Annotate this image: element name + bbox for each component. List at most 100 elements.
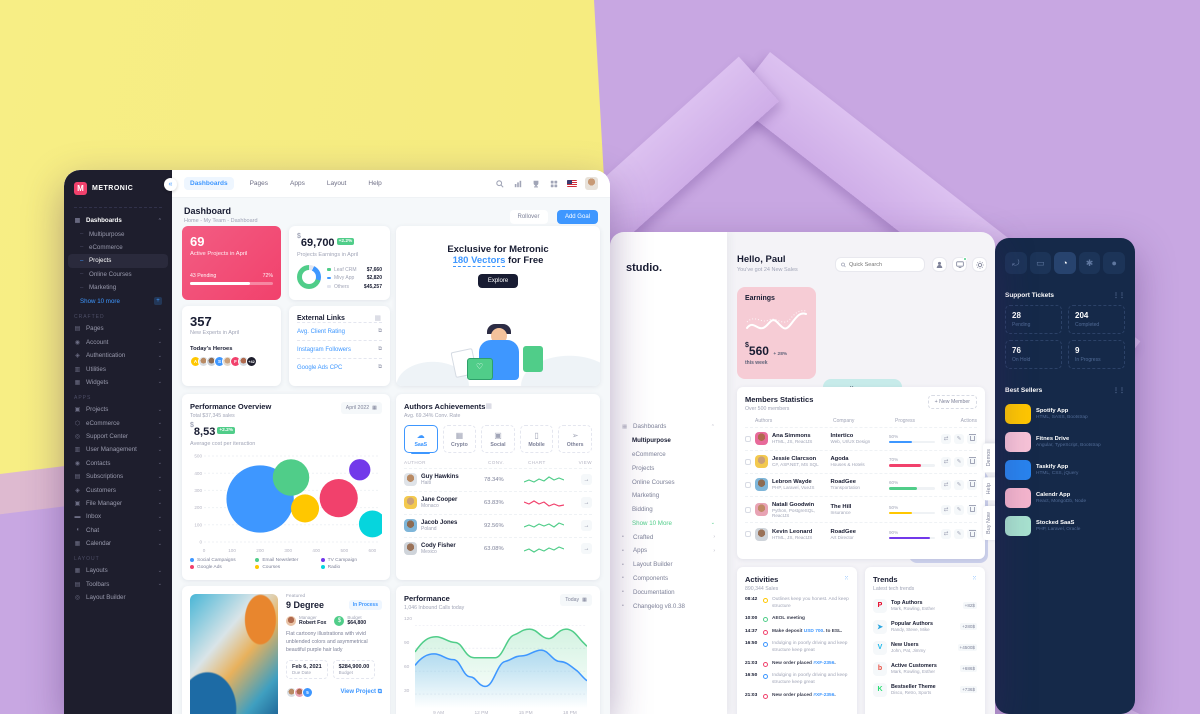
switch-icon[interactable]: ⇄ xyxy=(941,529,952,540)
tab-demos[interactable]: Demos xyxy=(983,443,995,473)
table-row[interactable]: Jacob Jones Poland 92.56% → xyxy=(404,515,592,538)
donut-icon[interactable]: ◔ xyxy=(1054,252,1076,274)
sidebar-item-ecommerce-app[interactable]: ⬡ eCommerce ⌄ xyxy=(74,419,162,427)
edit-icon[interactable]: ✎ xyxy=(954,433,965,444)
sidebar-item-account[interactable]: ◉ Account ⌄ xyxy=(74,338,162,346)
tab-buy-now[interactable]: Buy Now xyxy=(983,505,995,540)
tab-social[interactable]: ▣ Social xyxy=(481,424,515,453)
projects-earnings-card[interactable]: $69,700 +2.2% Projects Earnings in April … xyxy=(289,226,390,300)
chart-icon[interactable] xyxy=(513,179,523,189)
nav-apps[interactable]: Apps xyxy=(290,180,305,187)
sidebar-item-authentication[interactable]: ◈ Authentication ⌄ xyxy=(75,352,162,360)
table-row[interactable]: Jessie Clarcson C#, ASP.NET, MS SQL Agoda… xyxy=(745,451,978,474)
switch-icon[interactable]: ⇄ xyxy=(941,456,952,467)
menu-icon[interactable]: ▦ xyxy=(374,315,382,322)
sidebar-item-user-management[interactable]: ▥ User Management ⌄ xyxy=(74,446,162,454)
rollover-button[interactable]: Rollover xyxy=(509,210,548,224)
trash-icon[interactable] xyxy=(967,433,978,444)
bell-icon[interactable]: ● xyxy=(1103,252,1125,274)
ticket-box-inprogress[interactable]: 9 In Progress xyxy=(1068,340,1125,369)
list-item[interactable]: Taskify App HTML, CSS, jQuery xyxy=(995,456,1135,484)
menu-icon[interactable]: ▦ xyxy=(485,403,494,410)
sun-icon[interactable] xyxy=(972,257,987,272)
ticket-box-completed[interactable]: 204 Completed xyxy=(1068,305,1125,334)
period-select[interactable]: Today ▦ xyxy=(560,594,592,606)
sidebar-item-projects[interactable]: – Projects xyxy=(68,254,168,268)
nav-dashboards[interactable]: Dashboards xyxy=(184,177,234,190)
avatar-more[interactable]: +42 xyxy=(246,356,257,367)
sidebar-item-changelog[interactable]: ▪ Changelog v8.0.38 xyxy=(622,602,685,610)
tab-saas[interactable]: ☁ SaaS xyxy=(404,424,438,454)
activity-item[interactable]: 16:50 Indulging in poorly driving and kee… xyxy=(745,641,848,654)
edit-icon[interactable]: ✎ xyxy=(954,504,965,515)
trend-item[interactable]: K Bestseller Theme Disco, Retro, Sports +73… xyxy=(873,682,977,697)
sidebar-item-multipurpose[interactable]: – Multipurpose xyxy=(80,230,125,238)
external-link[interactable]: Instagram Followers ⧉ xyxy=(297,340,382,358)
card-icon[interactable]: ▭ xyxy=(1029,252,1052,274)
edit-icon[interactable]: ✎ xyxy=(954,479,965,490)
sidebar-item-marketing[interactable]: Marketing xyxy=(632,492,660,500)
sidebar-item-contacts[interactable]: ◉ Contacts ⌄ xyxy=(74,459,162,467)
list-item[interactable]: Spotify App HTML, SASS, Bootstrap xyxy=(995,400,1135,428)
external-link[interactable]: Google Ads CPC ⧉ xyxy=(297,358,382,376)
activity-item[interactable]: 10:00 AEOL meeting xyxy=(745,616,805,623)
sidebar-item-documentation[interactable]: ▪ Documentation xyxy=(622,588,675,596)
view-arrow-button[interactable]: → xyxy=(581,497,592,508)
edit-icon[interactable]: ✎ xyxy=(954,456,965,467)
trash-icon[interactable] xyxy=(967,529,978,540)
nav-layout[interactable]: Layout xyxy=(326,180,347,187)
table-row[interactable]: Natali Goodwin Python, PostgreSQL, ReactJ… xyxy=(745,497,978,524)
sidebar-item-ecommerce[interactable]: – eCommerce xyxy=(80,243,123,251)
sidebar-item-bidding[interactable]: Bidding xyxy=(632,506,653,514)
switch-icon[interactable]: ⇄ xyxy=(941,433,952,444)
table-row[interactable]: Ana Simmons HTML, JS, ReactJS Intertico We… xyxy=(745,428,978,451)
table-row[interactable]: Lebron Wayde PHP, Laravel, VueJS RoadGee T… xyxy=(745,474,978,498)
row-checkbox[interactable] xyxy=(745,531,751,538)
us-flag-icon[interactable] xyxy=(567,180,577,187)
trend-item[interactable]: P Top Authors Mark, Rowling, Esther +82$ xyxy=(873,598,977,613)
sidebar-item-projects[interactable]: Projects xyxy=(632,464,655,472)
activities-menu-icon[interactable]: ⁙ xyxy=(843,576,849,582)
view-arrow-button[interactable]: → xyxy=(581,543,592,554)
ticket-box-pending[interactable]: 28 Pending xyxy=(1005,305,1062,334)
trash-icon[interactable] xyxy=(967,456,978,467)
activity-item[interactable]: 08:42 Outlines keep you honest. And keep … xyxy=(745,597,849,609)
sidebar-item-chat[interactable]: ◖ Chat ⌄ xyxy=(75,526,162,534)
tab-mobile[interactable]: ▯ Mobile xyxy=(519,424,554,453)
sidebar-item-dashboards[interactable]: ▦ Dashboards ⌃ xyxy=(74,217,162,225)
sidebar-item-toolbars[interactable]: ▤ Toolbars ⌄ xyxy=(74,580,162,588)
sidebar-item-marketing[interactable]: – Marketing xyxy=(80,284,117,292)
gear-icon[interactable]: ✱ xyxy=(1078,252,1101,274)
nav-pages[interactable]: Pages xyxy=(249,180,269,187)
switch-icon[interactable]: ⇄ xyxy=(941,479,952,490)
new-member-button[interactable]: + New Member xyxy=(927,395,977,409)
trend-item[interactable]: V New Users John, Pat, Jimmy +4500$ xyxy=(873,640,977,655)
ticket-box-onhold[interactable]: 76 On Hold xyxy=(1005,340,1062,369)
table-row[interactable]: Kevin Leonard HTML, JS, ReactJS RoadGee Ar… xyxy=(745,523,978,545)
sidebar-item-projects-app[interactable]: ▣ Projects ⌄ xyxy=(74,406,162,414)
edit-icon[interactable]: ✎ xyxy=(954,529,965,540)
add-goal-button[interactable]: Add Goal xyxy=(556,210,598,224)
list-item[interactable]: Fitnes Drive Angular, TypeScript, Bootst… xyxy=(995,428,1135,456)
sidebar-item-multipurpose[interactable]: Multipurpose xyxy=(632,437,671,445)
user-icon[interactable] xyxy=(932,257,947,272)
row-checkbox[interactable] xyxy=(745,458,751,465)
sidebar-item-utilities[interactable]: ▥ Utilities ⌄ xyxy=(74,365,162,373)
search-input[interactable] xyxy=(849,261,919,268)
avatar-more[interactable]: 5 xyxy=(302,687,313,699)
support-menu-icon[interactable]: ⋮⋮ xyxy=(1113,293,1125,299)
activity-item[interactable]: 16:50 Indulging in poorly driving and kee… xyxy=(745,673,848,686)
share-icon[interactable]: ⤾ xyxy=(1005,252,1027,274)
sidebar-item-inbox[interactable]: ▬ Inbox ⌄ xyxy=(74,513,163,521)
sidebar-item-pages[interactable]: ▤ Pages ⌄ xyxy=(74,325,162,333)
earnings-card[interactable]: Earnings $560 + 28% this week xyxy=(737,287,816,379)
sidebar-item-file-manager[interactable]: ▣ File Manager ⌄ xyxy=(74,499,162,507)
sidebar-item-online-courses[interactable]: – Online Courses xyxy=(80,270,132,278)
sidebar-item-layouts[interactable]: ▦ Layouts ⌄ xyxy=(74,567,162,575)
sidebar-item-layout-builder[interactable]: ◎ Layout Builder xyxy=(74,594,126,602)
trend-item[interactable]: b Active Customers Mark, Rowling, Esther +6… xyxy=(873,661,977,676)
trends-menu-icon[interactable]: ⁙ xyxy=(971,576,977,582)
row-checkbox[interactable] xyxy=(745,435,751,442)
tab-help[interactable]: Help xyxy=(983,477,995,501)
active-projects-card[interactable]: 69 Active Projects in April 43 Pending 72… xyxy=(182,226,281,300)
